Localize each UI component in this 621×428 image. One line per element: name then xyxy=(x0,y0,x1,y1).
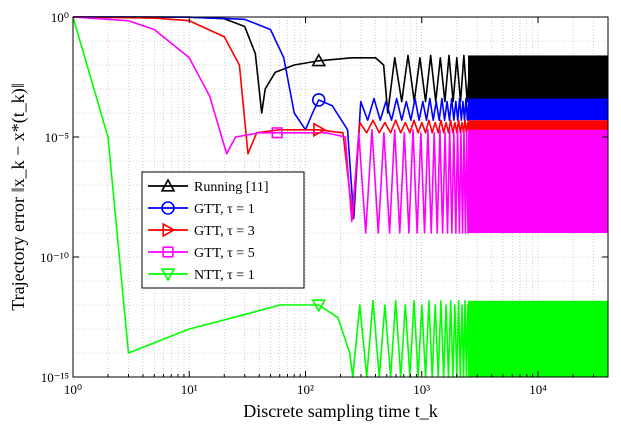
y-tick-label: 10⁰ xyxy=(51,10,69,25)
legend-entry-label: Running [11] xyxy=(194,180,269,195)
x-tick-label: 10⁰ xyxy=(64,382,82,397)
legend-entry-label: NTT, τ = 1 xyxy=(194,268,255,283)
y-tick-label: 10⁻⁵ xyxy=(45,130,69,145)
x-tick-label: 10¹ xyxy=(181,382,198,397)
ticks: 10⁰ 10¹ 10² 10³ 10⁴ 10⁰ 10⁻⁵ 10⁻¹⁰ 10⁻¹⁵ xyxy=(40,10,609,397)
legend-marker xyxy=(162,222,176,238)
legend-entry-label: GTT, τ = 3 xyxy=(194,224,255,239)
legend-marker xyxy=(162,246,174,258)
legend-marker xyxy=(161,201,175,215)
series-marker xyxy=(311,93,326,107)
series-line xyxy=(72,16,475,114)
y-axis-label: Trajectory error ‖x_k − x*(t_k)‖ xyxy=(8,83,29,311)
x-axis-label: Discrete sampling time t_k xyxy=(243,401,437,421)
series-line xyxy=(72,16,471,220)
series-oscillation-band xyxy=(468,55,608,102)
series-line xyxy=(72,16,470,378)
x-tick-label: 10³ xyxy=(413,382,430,397)
series-oscillation-band xyxy=(468,300,608,377)
series-marker xyxy=(271,127,283,139)
axis-labels: Discrete sampling time t_k Trajectory er… xyxy=(8,83,438,421)
legend-entry-label: GTT, τ = 5 xyxy=(194,246,255,261)
x-tick-label: 10⁴ xyxy=(529,382,547,397)
series-oscillation-band xyxy=(468,98,608,121)
series-line xyxy=(72,16,470,220)
legend-entry-label: GTT, τ = 1 xyxy=(194,202,255,217)
series-oscillation-band xyxy=(468,120,608,133)
x-tick-label: 10² xyxy=(297,382,314,397)
series-marker xyxy=(311,53,327,67)
y-tick-label: 10⁻¹⁰ xyxy=(40,250,69,265)
legend: Running [11] GTT, τ = 1 GTT, τ = 3 GTT, τ =… xyxy=(141,171,305,289)
y-tick-label: 10⁻¹⁵ xyxy=(41,370,69,385)
series-line xyxy=(72,16,472,234)
series-oscillation-band xyxy=(468,129,608,233)
series-marker xyxy=(311,299,327,313)
legend-marker xyxy=(160,178,176,192)
legend-marker xyxy=(160,268,176,282)
series-marker xyxy=(313,122,327,138)
series-layer xyxy=(72,16,608,378)
